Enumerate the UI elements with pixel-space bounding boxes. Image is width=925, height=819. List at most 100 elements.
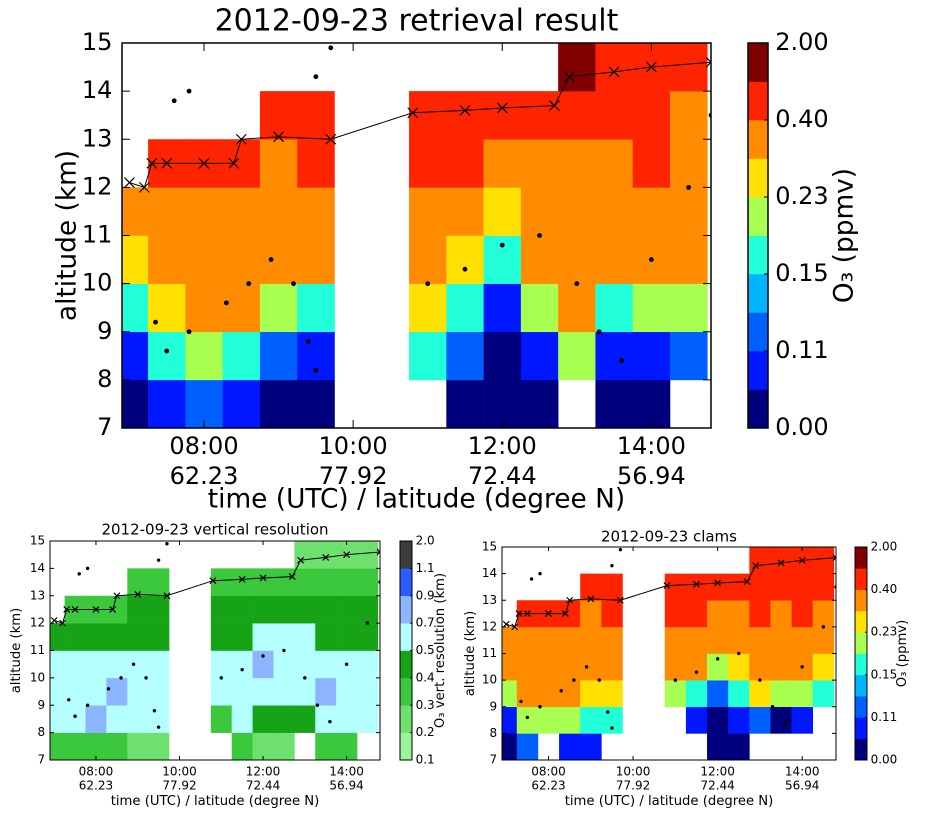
heatmap-cell	[357, 623, 379, 651]
line-marker	[777, 559, 785, 567]
heatmap-cell	[294, 595, 316, 624]
heatmap-cell	[315, 595, 337, 624]
colorbar-swatch	[400, 623, 412, 651]
heatmap-cell	[336, 705, 358, 733]
heatmap-cell	[106, 677, 128, 706]
heatmap-cell	[252, 595, 274, 624]
heatmap-cell	[483, 139, 522, 188]
heatmap-cell	[409, 187, 447, 236]
heatmap-cell	[669, 331, 708, 381]
y-axis-label: altitude (km)	[52, 150, 83, 321]
heatmap-cell	[707, 706, 729, 734]
heatmap-cell	[812, 626, 835, 654]
heatmap-cell	[669, 187, 708, 236]
heatmap-cell	[483, 379, 522, 428]
y-tick-label: 9	[97, 317, 112, 345]
heatmap-cell	[64, 732, 86, 760]
line-marker	[259, 574, 267, 582]
heatmap-cell	[222, 331, 261, 381]
heatmap-cell	[559, 733, 581, 760]
line-marker	[71, 606, 79, 613]
heatmap-cell	[812, 680, 835, 708]
line-marker	[549, 100, 560, 111]
heatmap-cell	[273, 623, 295, 651]
heatmap-cell	[185, 331, 223, 381]
data-point	[106, 687, 111, 691]
data-point	[574, 281, 580, 287]
heatmap-cell	[707, 653, 729, 681]
heatmap-cell	[791, 626, 814, 654]
line-marker	[616, 596, 624, 604]
x-tick-label: 14:00	[785, 765, 820, 779]
x-tick-label: 12:00	[246, 765, 281, 779]
heatmap-cell	[294, 541, 316, 569]
data-point	[425, 281, 431, 287]
data-point	[186, 88, 192, 94]
heatmap-cell	[50, 705, 65, 733]
heatmap-cell	[770, 547, 792, 574]
heatmap-cell	[601, 706, 623, 734]
heatmap-cell	[252, 568, 274, 597]
heatmap-cell	[297, 235, 335, 284]
heatmap-cell	[148, 187, 186, 236]
heatmap-cell	[336, 623, 358, 651]
heatmap-cell	[50, 732, 65, 760]
heatmap-cell	[357, 595, 379, 624]
heatmap-cell	[520, 139, 559, 188]
plot-area	[50, 541, 380, 760]
heatmap-cell	[106, 650, 128, 679]
colorbar-label: O₃ (ppmv)	[829, 168, 860, 303]
heatmap-cell	[595, 331, 634, 381]
heatmap-cell	[315, 677, 337, 706]
heatmap-cell	[580, 573, 602, 601]
colorbar-tick-label: 0.4	[416, 670, 435, 684]
heatmap-cell	[127, 732, 149, 760]
heatmap-cell	[122, 187, 149, 236]
y-tick-label: 8	[97, 365, 112, 393]
heatmap-cell	[632, 187, 671, 236]
heatmap-cell	[770, 653, 792, 681]
heatmap-cell	[259, 283, 298, 333]
y-tick-label: 14	[30, 561, 45, 575]
data-point	[186, 329, 192, 335]
heatmap-cell	[446, 331, 484, 381]
x-axis-label: time (UTC) / latitude (degree N)	[111, 794, 320, 809]
heatmap-cell	[664, 653, 687, 681]
heatmap-cell	[558, 91, 596, 140]
heatmap-cell	[516, 680, 539, 708]
heatmap-cell	[558, 235, 596, 284]
colorbar-tick-label: 0.40	[775, 105, 828, 133]
line-marker	[693, 580, 700, 588]
colorbar-tick-label: 0.9	[416, 588, 435, 602]
chart-title: 2012-09-23 vertical resolution	[101, 521, 328, 539]
heatmap-cell	[483, 187, 522, 236]
heatmap-cell	[664, 600, 687, 628]
line-marker	[92, 606, 100, 613]
heatmap-cell	[85, 623, 107, 651]
heatmap-cell	[122, 331, 149, 381]
line-marker	[50, 616, 58, 624]
plot-area	[122, 43, 711, 428]
heatmap-cell	[502, 706, 518, 734]
heatmap-cell	[85, 677, 107, 706]
colorbar-frame	[747, 42, 769, 429]
data-point	[462, 266, 468, 272]
heatmap-cell	[559, 680, 581, 708]
y-tick-label: 10	[482, 673, 497, 687]
heatmap-cell	[483, 91, 522, 140]
heatmap-cell	[252, 705, 274, 733]
heatmap-cell	[559, 626, 581, 654]
heatmap-cell	[632, 139, 671, 188]
heatmap-cell	[685, 706, 708, 734]
line-marker	[146, 157, 158, 169]
heatmap-cell	[185, 283, 223, 333]
heatmap-cell	[252, 623, 274, 651]
heatmap-cell	[315, 732, 337, 760]
heatmap-cell	[580, 626, 602, 654]
data-point	[328, 45, 334, 51]
heatmap-cell	[685, 653, 708, 681]
data-point	[529, 577, 534, 581]
x-tick-label: 08:00	[531, 765, 566, 779]
line-marker	[743, 578, 751, 586]
data-point	[715, 657, 720, 661]
